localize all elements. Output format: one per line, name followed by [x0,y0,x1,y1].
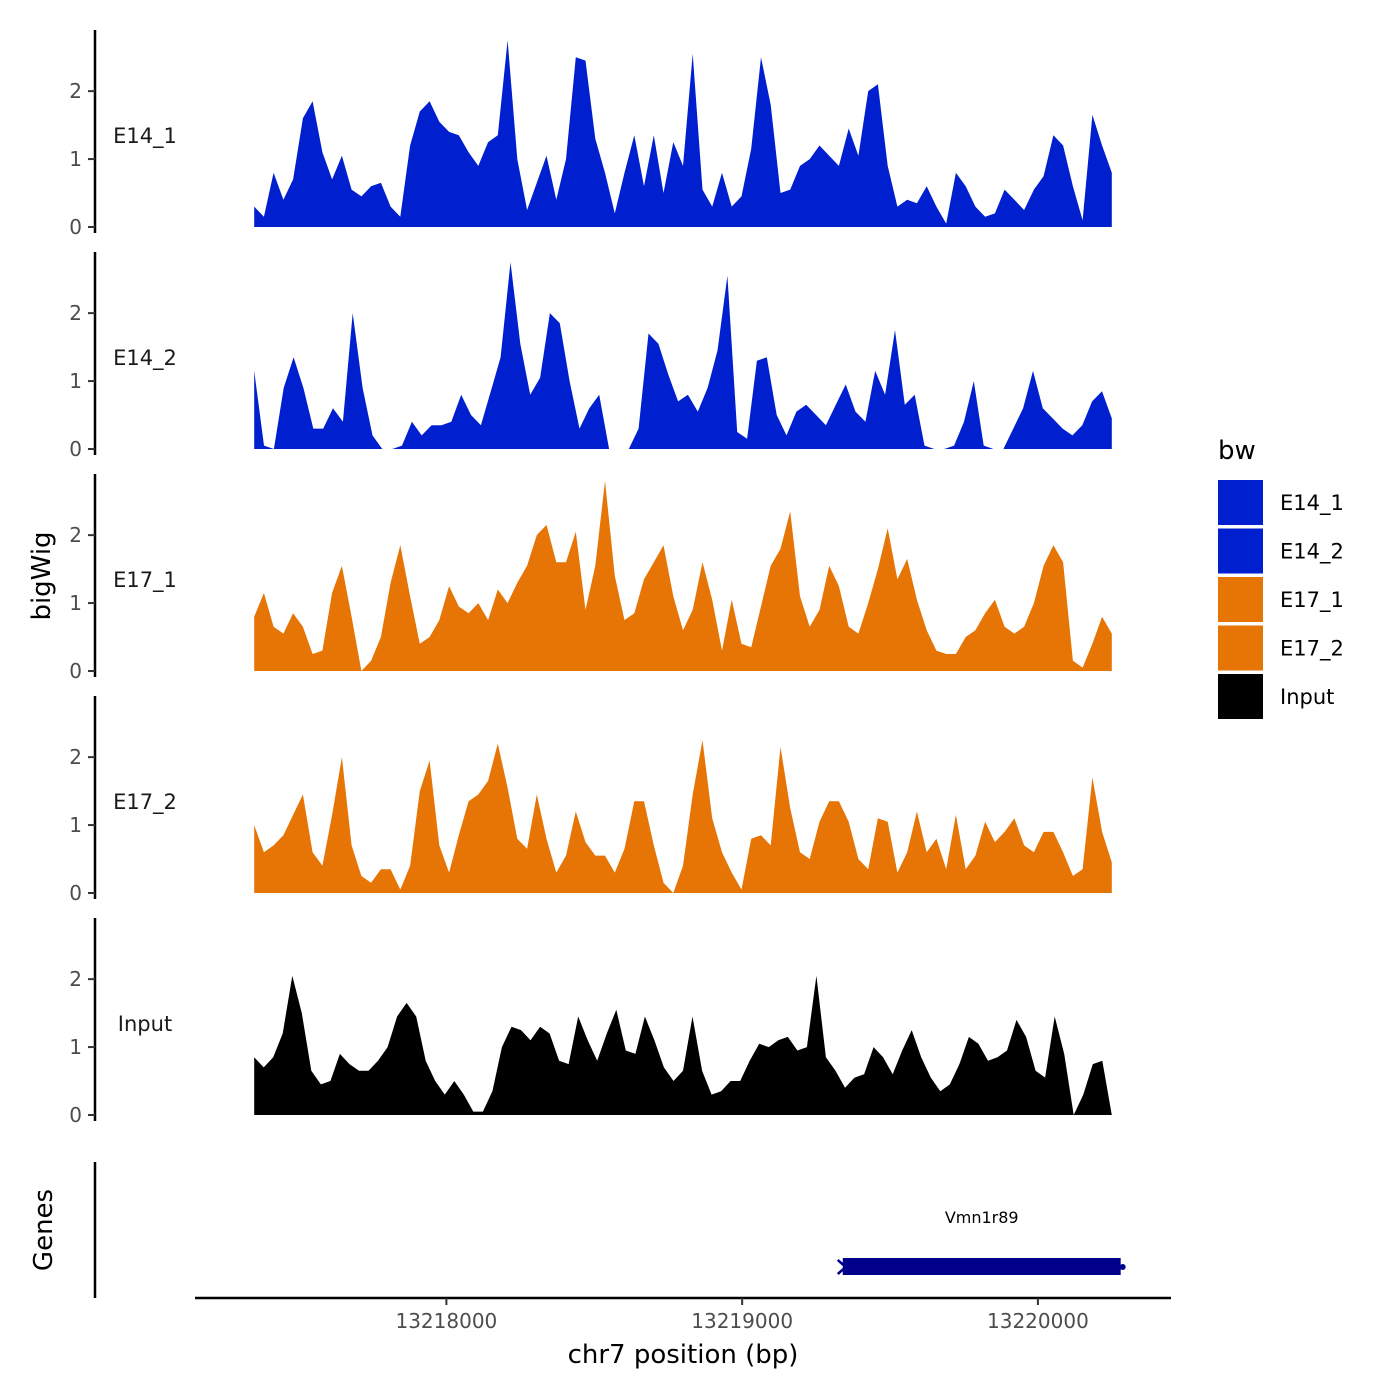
y-tick-label-e14-1-2: 2 [69,79,82,103]
y-tick-label-e14-2-2: 2 [69,301,82,325]
y-tick-label-e17-1-0: 0 [69,659,82,683]
bigwig-tracks: 0 1 2 E14_1 0 1 2 E14_2 0 1 2 E17_1 0 1 2 E17_2 0 1 2 Input [69,30,1112,1127]
legend-label-input: Input [1280,685,1334,709]
y-tick-label-input-0: 0 [69,1103,82,1127]
y-tick-label-e14-1-0: 0 [69,215,82,239]
legend-swatch-e14-2 [1218,528,1263,574]
y-tick-label-e14-1-1: 1 [69,147,82,171]
legend-label-e14-2: E14_2 [1280,540,1344,565]
legend-swatch-e14-1 [1218,480,1263,525]
legend-label-e17-1: E17_1 [1280,588,1344,613]
x-tick-label-13220000: 13220000 [987,1309,1089,1333]
y-tick-label-input-1: 1 [69,1035,82,1059]
legend-title: bw [1218,436,1256,466]
coverage-area-e17-2 [254,740,1112,893]
y-axis-title: bigWig [27,531,57,620]
y-tick-label-e17-2-2: 2 [69,745,82,769]
legend-swatch-e17-2 [1218,625,1263,671]
legend-swatch-input [1218,674,1263,719]
track-e14-1: 0 1 2 E14_1 [69,30,1112,239]
y-tick-label-e17-2-0: 0 [69,881,82,905]
coverage-area-e17-1 [254,480,1112,671]
genes-axis-title: Genes [29,1189,59,1271]
gene-strand-arrow-vmn1r89 [836,1259,848,1275]
track-label-e17-2: E17_2 [113,790,177,815]
track-label-e14-1: E14_1 [113,124,177,149]
coverage-area-e14-1 [254,40,1112,228]
y-tick-label-e14-2-1: 1 [69,369,82,393]
y-tick-label-input-2: 2 [69,967,82,991]
legend-label-e14-1: E14_1 [1280,491,1344,516]
legend: bw E14_1 E14_2 E17_1 E17_2 Input [1218,436,1344,719]
x-axis-title: chr7 position (bp) [568,1340,799,1370]
track-label-e17-1: E17_1 [113,568,177,593]
x-tick-label-13218000: 13218000 [395,1309,497,1333]
gene-track: Genes Vmn1r89 [29,1162,1126,1298]
track-e14-2: 0 1 2 E14_2 [69,252,1112,461]
coverage-area-input [254,975,1112,1115]
track-e17-2: 0 1 2 E17_2 [69,696,1112,905]
track-e17-1: 0 1 2 E17_1 [69,474,1112,683]
track-input: 0 1 2 Input [69,918,1112,1127]
legend-label-e17-2: E17_2 [1280,637,1344,662]
coverage-area-e14-2 [254,262,1112,449]
y-tick-label-e14-2-0: 0 [69,437,82,461]
y-tick-label-e17-1-1: 1 [69,591,82,615]
gene-label-vmn1r89: Vmn1r89 [945,1208,1019,1227]
legend-swatch-e17-1 [1218,577,1263,622]
track-label-e14-2: E14_2 [113,346,177,371]
gene-body-vmn1r89 [842,1258,1121,1275]
gene-end-marker-vmn1r89 [1119,1264,1126,1270]
x-tick-label-13219000: 13219000 [691,1309,793,1333]
y-tick-label-e17-2-1: 1 [69,813,82,837]
track-label-input: Input [118,1012,172,1036]
x-axis: chr7 position (bp) 13218000 13219000 13220… [195,1296,1171,1370]
y-tick-label-e17-1-2: 2 [69,523,82,547]
